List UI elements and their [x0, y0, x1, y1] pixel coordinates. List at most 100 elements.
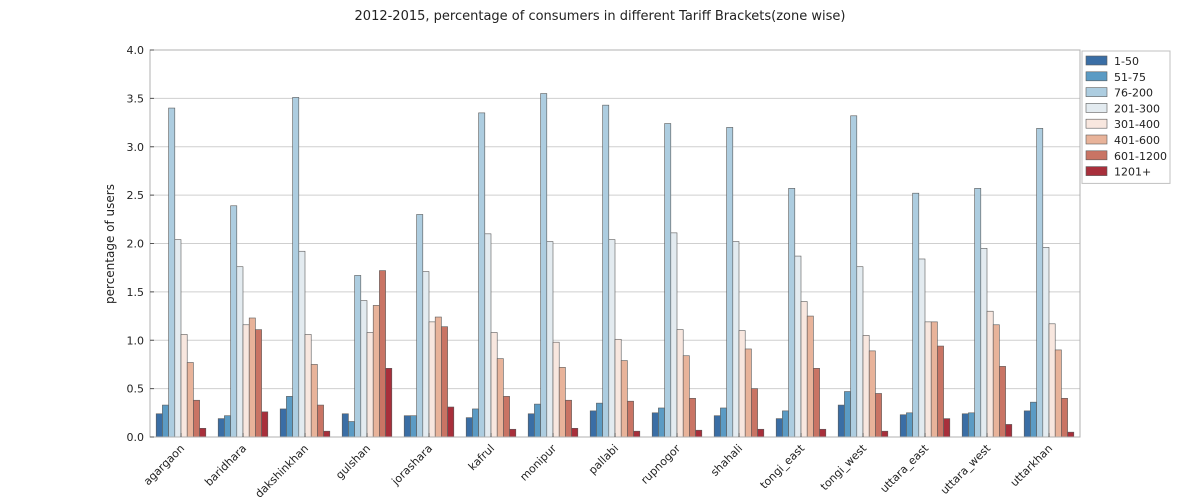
- bar-rupnogor-51-75: [658, 407, 665, 438]
- bar-dakshinkhan-201-300: [298, 250, 306, 438]
- bar-gulshan-51-75: [348, 421, 355, 438]
- bar-baridhara-601-1200: [255, 329, 262, 438]
- bar-uttara_east-601-1200: [937, 345, 944, 438]
- bar-kafrul-401-600: [496, 358, 504, 438]
- bar-shahali-201-300: [732, 241, 740, 438]
- bar-dakshinkhan-601-1200: [317, 404, 324, 438]
- bar-uttara_west-201-300: [980, 248, 988, 438]
- bar-tongi_east-301-400: [800, 301, 808, 438]
- bar-shahali-76-200: [726, 127, 734, 438]
- bar-dakshinkhan-51-75: [286, 396, 293, 438]
- bar-tongi_west-201-300: [856, 266, 864, 438]
- y-tick-label: 4.0: [127, 44, 145, 57]
- bar-tongi_west-1-50: [837, 404, 845, 438]
- bar-jorashara-76-200: [416, 214, 424, 438]
- bar-uttara_west-1-50: [961, 413, 969, 438]
- bar-tongi_east-1201+: [819, 428, 827, 438]
- x-tick-label: dakshinkhan: [253, 442, 312, 500]
- bar-tongi_east-1-50: [775, 418, 783, 438]
- legend-swatch-51-75: [1085, 71, 1108, 82]
- bar-pallabi-1-50: [589, 410, 597, 438]
- bar-baridhara-1-50: [217, 418, 225, 438]
- bar-kafrul-51-75: [472, 408, 479, 438]
- bar-jorashara-201-300: [422, 271, 430, 438]
- x-tick-label: uttarkhan: [1008, 442, 1055, 489]
- bar-uttara_west-601-1200: [999, 366, 1006, 438]
- bar-rupnogor-1201+: [695, 429, 703, 438]
- bar-uttarkhan-401-600: [1054, 349, 1062, 438]
- x-tick-label: uttara_east: [878, 441, 932, 495]
- bar-monipur-201-300: [546, 241, 554, 438]
- bar-pallabi-76-200: [602, 104, 610, 438]
- bar-monipur-76-200: [540, 93, 548, 438]
- y-ticks: 0.0 0.5 1.0 1.5 2.0 2.5 3.0 3.5 4.0: [127, 44, 154, 444]
- legend-label: 401-600: [1114, 134, 1160, 147]
- bar-gulshan-201-300: [360, 300, 368, 438]
- bar-agargaon-51-75: [162, 404, 169, 438]
- x-tick-label: tongi_west: [818, 441, 870, 493]
- bar-tongi_west-51-75: [844, 391, 851, 438]
- bar-tongi_west-401-600: [868, 350, 876, 438]
- bar-gulshan-1-50: [341, 413, 349, 438]
- bar-monipur-51-75: [534, 403, 541, 438]
- bar-kafrul-76-200: [478, 112, 486, 438]
- bar-uttarkhan-201-300: [1042, 247, 1050, 438]
- bar-tongi_east-76-200: [788, 188, 796, 438]
- legend-swatch-301-400: [1085, 118, 1108, 129]
- bar-shahali-51-75: [720, 407, 727, 438]
- bar-kafrul-301-400: [490, 332, 498, 438]
- bar-uttara_east-1201+: [943, 418, 951, 438]
- legend-label: 76-200: [1114, 87, 1153, 100]
- bar-kafrul-201-300: [484, 233, 492, 438]
- bar-agargaon-1-50: [155, 413, 163, 438]
- bar-pallabi-401-600: [620, 360, 628, 438]
- x-tick-label: agargaon: [141, 442, 187, 488]
- bar-dakshinkhan-301-400: [304, 334, 312, 438]
- bar-gulshan-601-1200: [379, 270, 386, 438]
- bar-rupnogor-401-600: [682, 355, 690, 438]
- bar-baridhara-76-200: [230, 205, 238, 438]
- bars: [155, 93, 1075, 438]
- bar-shahali-401-600: [744, 348, 752, 438]
- x-tick-label: monipur: [517, 442, 559, 484]
- y-tick-label: 1.0: [127, 334, 145, 347]
- bar-gulshan-76-200: [354, 275, 362, 438]
- y-tick-label: 3.5: [127, 92, 145, 105]
- bar-monipur-401-600: [558, 367, 566, 438]
- bar-tongi_east-51-75: [782, 410, 789, 438]
- bar-uttara_east-76-200: [912, 192, 920, 438]
- bar-uttara_west-76-200: [974, 188, 982, 438]
- x-tick-label: rupnogor: [638, 442, 683, 487]
- bar-uttara_west-51-75: [968, 412, 975, 438]
- x-tick-label: uttara_west: [938, 441, 994, 497]
- bar-tongi_east-601-1200: [813, 368, 820, 438]
- y-tick-label: 3.0: [127, 141, 145, 154]
- bar-jorashara-301-400: [428, 321, 436, 438]
- bar-tongi_east-201-300: [794, 255, 802, 438]
- bar-monipur-1-50: [527, 413, 535, 438]
- bar-uttarkhan-1-50: [1023, 410, 1031, 438]
- chart-title: 2012-2015, percentage of consumers in di…: [355, 9, 846, 24]
- bar-dakshinkhan-76-200: [292, 97, 300, 438]
- legend: 1-50 51-75 76-200 201-300 301-400 401-600 601-…: [1081, 50, 1171, 184]
- bar-agargaon-201-300: [174, 239, 182, 438]
- bar-pallabi-1201+: [633, 430, 641, 438]
- bar-pallabi-201-300: [608, 239, 616, 438]
- bar-agargaon-601-1200: [193, 399, 200, 438]
- bar-uttara_west-1201+: [1005, 424, 1013, 438]
- bar-uttarkhan-76-200: [1036, 128, 1044, 438]
- bar-dakshinkhan-1201+: [323, 430, 331, 438]
- legend-label: 601-1200: [1114, 150, 1167, 163]
- legend-label: 1-50: [1114, 55, 1139, 68]
- bar-jorashara-51-75: [410, 415, 417, 438]
- y-tick-label: 2.0: [127, 238, 145, 251]
- bar-tongi_west-1201+: [881, 430, 889, 438]
- bar-pallabi-601-1200: [627, 400, 634, 438]
- bar-agargaon-1201+: [199, 427, 207, 438]
- y-tick-label: 2.5: [127, 189, 145, 202]
- bar-kafrul-1201+: [509, 428, 517, 438]
- bar-uttarkhan-51-75: [1030, 401, 1037, 438]
- bar-uttara_east-51-75: [906, 412, 913, 438]
- bar-jorashara-401-600: [434, 316, 442, 438]
